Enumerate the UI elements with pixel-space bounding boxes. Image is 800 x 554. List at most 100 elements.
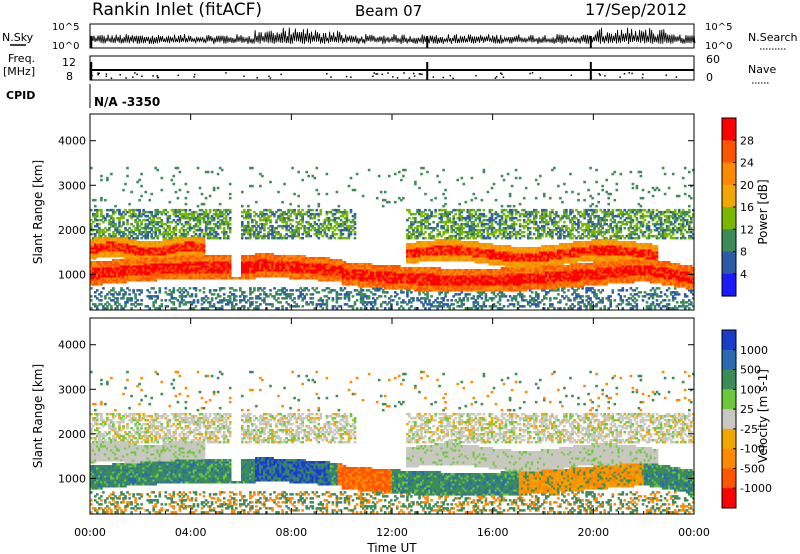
power-cell — [116, 297, 119, 300]
power-cell — [100, 179, 103, 182]
power-cell — [130, 307, 133, 310]
power-cell — [122, 189, 125, 192]
power-cell — [175, 191, 178, 194]
power-cell — [140, 195, 143, 198]
power-cell — [161, 219, 164, 222]
nsearch-tick-top: 10^5 — [705, 22, 732, 33]
power-cell — [402, 307, 405, 310]
power-cell — [253, 287, 256, 290]
power-cell — [402, 291, 405, 294]
power-cell — [354, 213, 357, 216]
nave-dot — [619, 76, 621, 78]
nsky-trace — [90, 28, 695, 49]
power-cell — [340, 293, 343, 296]
power-cell — [388, 175, 391, 178]
power-cell — [346, 211, 349, 214]
nave-dot — [642, 77, 644, 79]
power-cell — [452, 307, 455, 310]
power-cell — [140, 173, 143, 176]
power-cell — [354, 227, 357, 230]
power-cell — [128, 203, 131, 206]
nave-dot — [624, 73, 626, 75]
power-cell — [434, 209, 437, 212]
nave-dot — [350, 76, 352, 78]
power-cell — [444, 189, 447, 192]
power-cell — [235, 295, 238, 298]
power-cell — [156, 295, 159, 298]
nave-dot — [106, 73, 108, 75]
power-cell — [177, 167, 180, 170]
power-cell — [229, 217, 232, 220]
power-cell — [434, 197, 437, 200]
nave-dot — [397, 77, 399, 79]
power-cell — [424, 193, 427, 196]
nsky-tick-bottom: 10^0 — [52, 41, 79, 52]
power-cell — [179, 189, 182, 192]
power-cell — [322, 307, 325, 310]
power-cell — [104, 199, 107, 202]
power-cell — [428, 299, 431, 302]
power-cell — [161, 177, 164, 180]
power-cell — [420, 173, 423, 176]
power-cell — [384, 307, 387, 310]
power-cell — [189, 223, 192, 226]
power-cell — [96, 289, 99, 292]
power-cell — [444, 203, 447, 206]
power-cell — [382, 205, 385, 208]
power-cell — [124, 183, 127, 186]
power-cell — [259, 185, 262, 188]
power-cell — [342, 233, 345, 236]
nave-dot — [666, 74, 668, 76]
power-cell — [177, 197, 180, 200]
nave-dot — [532, 72, 534, 74]
power-cell — [291, 289, 294, 292]
power-cell — [167, 305, 170, 308]
nave-dot — [377, 73, 379, 75]
nave-dot — [628, 72, 630, 74]
power-cell — [424, 237, 427, 240]
power-cell — [356, 307, 359, 310]
power-cell — [167, 211, 170, 214]
freq-label: Freq. — [8, 52, 35, 65]
power-cell — [307, 289, 310, 292]
nsky-line — [90, 28, 695, 47]
power-cell — [338, 205, 341, 208]
power-cell — [336, 233, 339, 236]
nave-dot — [387, 72, 389, 74]
power-cell — [203, 291, 206, 294]
power-cell — [179, 171, 182, 174]
power-cell — [219, 237, 222, 240]
nave-dot — [496, 76, 498, 78]
power-cell — [314, 177, 317, 180]
power-cell — [185, 209, 188, 212]
power-cell — [126, 175, 129, 178]
nave-dot — [475, 75, 477, 77]
nave-dot — [381, 74, 383, 76]
power-cell — [326, 193, 329, 196]
power-cell — [203, 287, 206, 290]
power-cell — [165, 287, 168, 290]
power-cell — [318, 237, 321, 240]
power-cell — [148, 307, 151, 310]
power-cell — [132, 289, 135, 292]
power-cell — [293, 193, 296, 196]
power-cell — [217, 173, 220, 176]
power-cell — [221, 305, 224, 308]
power-cell — [229, 227, 232, 230]
nave-dot — [193, 76, 195, 78]
power-cell — [100, 175, 103, 178]
power-cell — [136, 299, 139, 302]
nave-dot — [270, 77, 272, 79]
nave-dot — [346, 76, 348, 78]
power-cell — [128, 293, 131, 296]
power-cell — [269, 289, 272, 292]
power-cell — [100, 209, 103, 212]
power-cell — [203, 203, 206, 206]
nave-dot — [106, 76, 108, 78]
power-cell — [396, 293, 399, 296]
power-cell — [251, 297, 254, 300]
power-cell — [394, 173, 397, 176]
power-heatmap-cells — [90, 167, 695, 310]
power-cell — [263, 287, 266, 290]
nave-dot — [111, 77, 113, 79]
